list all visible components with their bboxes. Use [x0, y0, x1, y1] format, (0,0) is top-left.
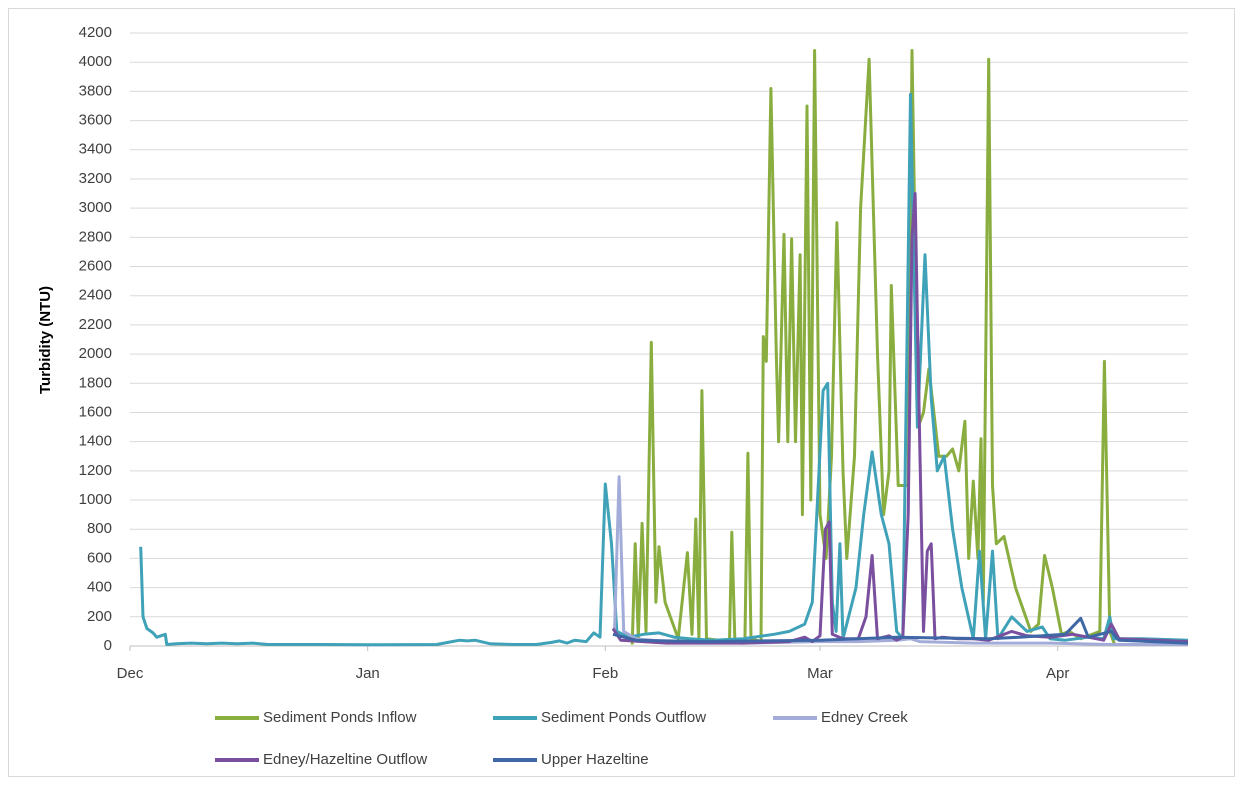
y-tick-label: 2000: [79, 345, 112, 362]
y-tick-label: 3800: [79, 82, 112, 99]
legend-label: Upper Hazeltine: [541, 751, 649, 768]
y-tick-label: 4000: [79, 53, 112, 70]
y-tick-label: 400: [87, 579, 112, 596]
series-line: [612, 616, 1189, 645]
y-axis-label: Turbidity (NTU): [37, 286, 54, 394]
series-line: [630, 49, 1117, 647]
y-tick-label: 1600: [79, 403, 112, 420]
y-tick-label: 3600: [79, 112, 112, 129]
y-tick-label: 1800: [79, 374, 112, 391]
x-tick-label: Apr: [1046, 665, 1069, 682]
legend-label: Edney/Hazeltine Outflow: [263, 751, 427, 768]
y-tick-label: 200: [87, 608, 112, 625]
y-tick-label: 800: [87, 520, 112, 537]
legend-label: Sediment Ponds Outflow: [541, 709, 706, 726]
y-tick-label: 600: [87, 549, 112, 566]
legend-label: Sediment Ponds Inflow: [263, 709, 417, 726]
x-tick-label: Feb: [592, 665, 618, 682]
y-tick-label: 1200: [79, 462, 112, 479]
y-tick-label: 4200: [79, 24, 112, 41]
y-tick-label: 2400: [79, 287, 112, 304]
series-line: [613, 475, 1188, 646]
y-tick-label: 1400: [79, 433, 112, 450]
legend-label: Edney Creek: [821, 709, 908, 726]
chart-border: [8, 8, 1235, 777]
x-tick-label: Mar: [807, 665, 833, 682]
series-line: [139, 92, 1189, 647]
y-tick-label: 2600: [79, 257, 112, 274]
y-tick-label: 3000: [79, 199, 112, 216]
y-tick-label: 0: [104, 637, 112, 654]
y-tick-label: 2800: [79, 228, 112, 245]
x-tick-label: Dec: [117, 665, 144, 682]
x-tick-label: Jan: [356, 665, 380, 682]
y-tick-label: 3400: [79, 141, 112, 158]
y-tick-label: 3200: [79, 170, 112, 187]
y-tick-label: 2200: [79, 316, 112, 333]
y-tick-label: 1000: [79, 491, 112, 508]
